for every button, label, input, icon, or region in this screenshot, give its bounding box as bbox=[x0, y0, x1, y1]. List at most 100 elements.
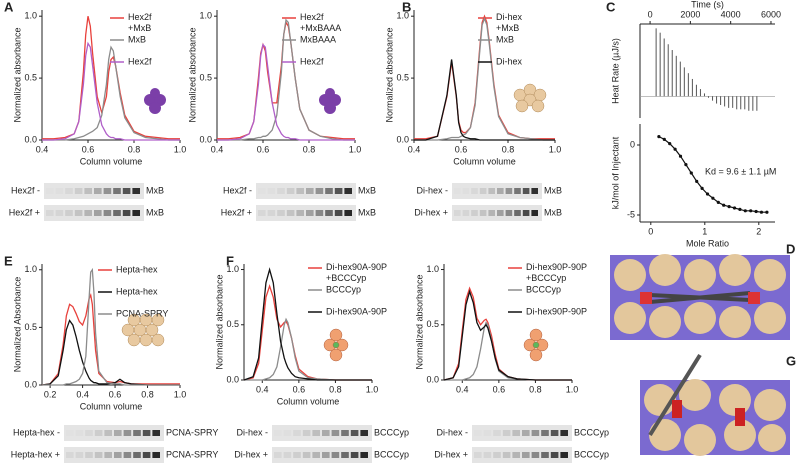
gel-row-label: Di-hex + bbox=[434, 449, 468, 459]
x-tick-label: 2 bbox=[756, 226, 761, 236]
gel-band bbox=[350, 452, 359, 458]
gel-band bbox=[84, 188, 92, 194]
gel-band bbox=[122, 188, 131, 194]
gel-band bbox=[550, 430, 559, 436]
gel-band bbox=[344, 210, 352, 216]
gel-band bbox=[315, 210, 324, 216]
legend-label: Hex2f bbox=[300, 56, 324, 66]
legend-label: MxBAAA bbox=[300, 34, 336, 44]
y-tick-label: 1.0 bbox=[426, 264, 439, 274]
gel-band bbox=[344, 188, 352, 194]
point bbox=[662, 137, 666, 141]
y-tick-label: 1.0 bbox=[24, 264, 37, 274]
gel-band bbox=[454, 210, 461, 216]
point bbox=[749, 209, 753, 213]
gel-band bbox=[306, 188, 314, 194]
gel-band bbox=[550, 452, 559, 458]
series-line bbox=[217, 18, 355, 141]
y-tick-label: 1.0 bbox=[396, 11, 409, 21]
y-tick-label: 0.5 bbox=[199, 72, 212, 82]
legend-label: BCCCyp bbox=[526, 284, 561, 294]
point bbox=[743, 209, 747, 213]
point bbox=[678, 154, 683, 158]
gel-row-label: Di-hex + bbox=[234, 449, 268, 459]
gel-row-label: Hex2f + bbox=[221, 207, 252, 217]
gel-band bbox=[312, 452, 320, 458]
x-tick-label: 2000 bbox=[680, 9, 700, 19]
legend-label: Di-hex +MxB bbox=[496, 12, 523, 33]
gel-row-label: Di-hex - bbox=[416, 185, 448, 195]
gel-band bbox=[152, 452, 160, 458]
y-tick-label: 1.0 bbox=[226, 264, 239, 274]
gel-band bbox=[474, 452, 482, 458]
point bbox=[716, 200, 720, 204]
gel-band bbox=[541, 430, 549, 436]
gel-marker-label: PCNA-SPRY bbox=[166, 427, 218, 437]
y-tick-label: 0.0 bbox=[426, 374, 439, 384]
gel-band bbox=[502, 430, 511, 436]
gel-band bbox=[312, 430, 320, 436]
x-tick-label: 0.8 bbox=[128, 144, 141, 154]
legend-label: Hex2f +MxBAAA bbox=[300, 12, 341, 33]
gel-band bbox=[454, 188, 461, 194]
legend-label: Hepta-hex bbox=[116, 264, 158, 274]
gel-band bbox=[283, 452, 292, 458]
x-tick-label: 1.0 bbox=[174, 144, 187, 154]
point bbox=[711, 196, 715, 200]
gel-band bbox=[331, 452, 340, 458]
series-line bbox=[443, 289, 572, 381]
gel-band bbox=[483, 452, 492, 458]
x-tick-label: 0.8 bbox=[329, 384, 342, 394]
x-axis-label: Column volume bbox=[277, 396, 340, 406]
y-tick-label: 0.0 bbox=[24, 379, 37, 389]
gel-band bbox=[113, 188, 121, 194]
point bbox=[668, 142, 672, 146]
x-axis-label: Column volume bbox=[80, 156, 143, 166]
gel-row-label: Di-hex + bbox=[414, 207, 448, 217]
x-axis-label: Column volume bbox=[80, 401, 143, 411]
y-tick-label: 0.0 bbox=[199, 134, 212, 144]
point bbox=[695, 179, 699, 183]
gel-band bbox=[493, 452, 501, 458]
gel-band bbox=[334, 188, 343, 194]
series-line bbox=[414, 16, 555, 141]
gel-band bbox=[531, 210, 538, 216]
gel-band bbox=[522, 210, 530, 216]
gel-row-label: Hex2f - bbox=[223, 185, 252, 195]
x-tick-label: 0 bbox=[648, 226, 653, 236]
series-line bbox=[42, 16, 180, 140]
y-axis-label: Normalized absorbance bbox=[414, 274, 424, 369]
y-axis-label: Normalized absorbance bbox=[384, 27, 394, 122]
gel-band bbox=[277, 210, 285, 216]
legend-label: Hex2f bbox=[128, 56, 152, 66]
gel-band bbox=[462, 210, 470, 216]
series-line bbox=[42, 267, 180, 386]
panel-letter: E bbox=[4, 253, 13, 268]
point bbox=[673, 147, 677, 151]
gel-band bbox=[65, 210, 73, 216]
legend-label: MxB bbox=[128, 34, 146, 44]
gel-band bbox=[325, 188, 333, 194]
gel-band bbox=[122, 210, 131, 216]
gel-band bbox=[497, 210, 504, 216]
gel-band bbox=[133, 452, 141, 458]
gel-band bbox=[104, 452, 112, 458]
gel-band bbox=[55, 210, 64, 216]
series-line bbox=[42, 41, 180, 141]
gel-band bbox=[132, 188, 140, 194]
gel-band bbox=[66, 430, 74, 436]
gel-marker-label: MxB bbox=[544, 207, 562, 217]
legend-label: Di-hex90A-90P bbox=[326, 306, 387, 316]
panel-letter: G bbox=[786, 353, 796, 368]
gel-band bbox=[302, 430, 311, 436]
gel-band bbox=[46, 188, 54, 194]
panel-letter: F bbox=[226, 253, 234, 268]
gel-marker-label: BCCCyp bbox=[374, 427, 409, 437]
y-tick-label: 0 bbox=[630, 139, 635, 149]
gel-band bbox=[560, 430, 568, 436]
gel-band bbox=[488, 188, 495, 194]
gel-band bbox=[133, 430, 141, 436]
y-tick-label: 0.0 bbox=[226, 374, 239, 384]
x-tick-label: 0.6 bbox=[493, 384, 506, 394]
gel-row-label: Hex2f - bbox=[11, 185, 40, 195]
